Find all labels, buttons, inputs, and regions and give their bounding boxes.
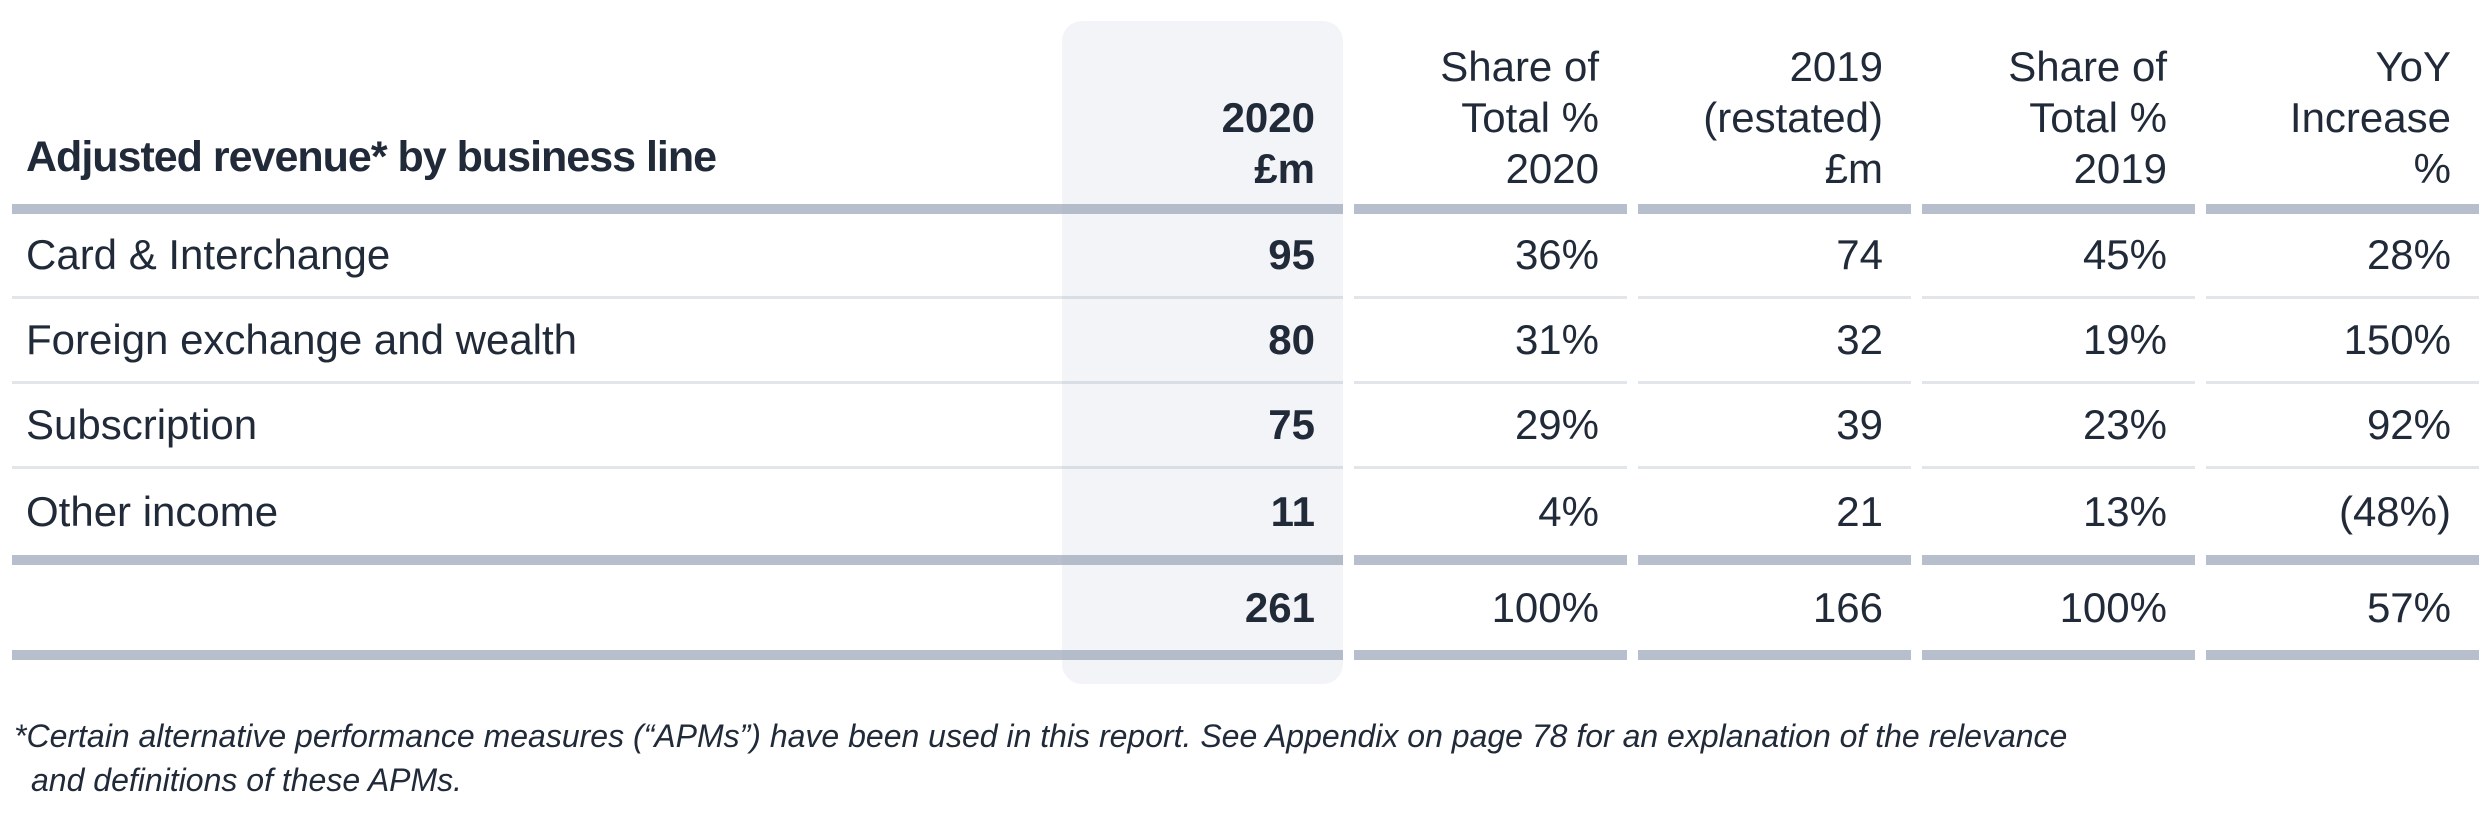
col-header-line: £m xyxy=(1254,145,1315,192)
col-header-line: £m xyxy=(1824,145,1883,192)
col-header-line: Share of xyxy=(1440,43,1599,90)
col-header-line: Share of xyxy=(2008,43,2167,90)
table-title: Adjusted revenue* by business line xyxy=(26,133,717,181)
cell-2020-em: 11 xyxy=(1062,469,1343,565)
cell-yoy: 92% xyxy=(2206,384,2479,469)
col-header-line: YoY Increase xyxy=(2289,43,2451,141)
total-share-2019: 100% xyxy=(1922,565,2195,660)
col-header-line: 2020 xyxy=(1505,145,1599,192)
col-header-share-total-2020: Share of Total % 2020 xyxy=(1354,0,1627,214)
cell-share-2019: 13% xyxy=(1922,469,2195,565)
cell-2019-em: 21 xyxy=(1638,469,1911,565)
col-header-share-total-2019: Share of Total % 2019 xyxy=(1922,0,2195,214)
cell-share-2020: 29% xyxy=(1354,384,1627,469)
cell-2020-em: 95 xyxy=(1062,214,1343,299)
table-row-subscription: Subscription 75 29% 39 23% 92% xyxy=(12,384,2479,469)
col-header-line: 2019 xyxy=(2073,145,2167,192)
cell-share-2019: 45% xyxy=(1922,214,2195,299)
cell-2019-em: 39 xyxy=(1638,384,1911,469)
total-yoy: 57% xyxy=(2206,565,2479,660)
cell-share-2019: 19% xyxy=(1922,299,2195,384)
col-header-line: (restated) xyxy=(1703,94,1883,141)
cell-share-2020: 31% xyxy=(1354,299,1627,384)
footnote: *Certain alternative performance measure… xyxy=(14,714,2464,802)
total-2020-em: 261 xyxy=(1062,565,1343,660)
col-header-2020-em: 2020 £m xyxy=(1062,0,1343,214)
row-label: Subscription xyxy=(12,384,1062,469)
total-2019-em: 166 xyxy=(1638,565,1911,660)
row-label: Foreign exchange and wealth xyxy=(12,299,1062,384)
col-header-yoy-increase: YoY Increase % xyxy=(2206,0,2479,214)
footnote-line: and definitions of these APMs. xyxy=(31,762,463,798)
table-row-foreign-exchange-wealth: Foreign exchange and wealth 80 31% 32 19… xyxy=(12,299,2479,384)
adjusted-revenue-table: Adjusted revenue* by business line 2020 … xyxy=(12,0,2479,660)
col-header-line: Total % xyxy=(2029,94,2167,141)
col-header-2019-restated-em: 2019 (restated) £m xyxy=(1638,0,1911,214)
cell-2019-em: 74 xyxy=(1638,214,1911,299)
table-total-row: 261 100% 166 100% 57% xyxy=(12,565,2479,660)
row-label: Other income xyxy=(12,469,1062,565)
cell-2020-em: 75 xyxy=(1062,384,1343,469)
total-row-label-empty xyxy=(12,565,1062,660)
highlighted-column-background xyxy=(1062,21,1343,684)
cell-2019-em: 32 xyxy=(1638,299,1911,384)
table-header-row: Adjusted revenue* by business line 2020 … xyxy=(12,0,2479,214)
cell-yoy: (48%) xyxy=(2206,469,2479,565)
total-share-2020: 100% xyxy=(1354,565,1627,660)
footnote-line: *Certain alternative performance measure… xyxy=(14,718,2068,754)
cell-yoy: 150% xyxy=(2206,299,2479,384)
table-title-cell: Adjusted revenue* by business line xyxy=(12,0,1062,214)
col-header-line: Total % xyxy=(1461,94,1599,141)
cell-2020-em: 80 xyxy=(1062,299,1343,384)
cell-share-2020: 4% xyxy=(1354,469,1627,565)
table-row-other-income: Other income 11 4% 21 13% (48%) xyxy=(12,469,2479,565)
col-header-line: 2019 xyxy=(1789,43,1883,90)
col-header-line: % xyxy=(2413,145,2451,192)
cell-share-2019: 23% xyxy=(1922,384,2195,469)
row-label: Card & Interchange xyxy=(12,214,1062,299)
cell-yoy: 28% xyxy=(2206,214,2479,299)
col-header-line: 2020 xyxy=(1221,94,1315,141)
table-row-card-interchange: Card & Interchange 95 36% 74 45% 28% xyxy=(12,214,2479,299)
cell-share-2020: 36% xyxy=(1354,214,1627,299)
